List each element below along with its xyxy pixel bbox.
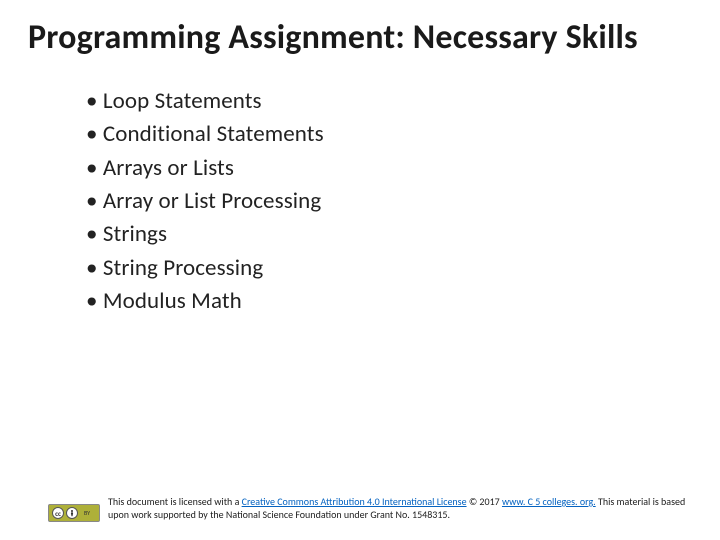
bullet-list: Loop Statements Conditional Statements A…: [86, 85, 692, 318]
cc-by-icon: [66, 507, 78, 519]
cc-badge-icon: cc BY: [48, 504, 100, 522]
footer: cc BY This document is licensed with a C…: [48, 495, 692, 522]
list-item: String Processing: [86, 252, 692, 285]
list-item: Array or List Processing: [86, 185, 692, 218]
list-item: Loop Statements: [86, 85, 692, 118]
site-link[interactable]: www. C 5 colleges. org.: [502, 495, 596, 508]
list-item: Conditional Statements: [86, 118, 692, 151]
license-link[interactable]: Creative Commons Attribution 4.0 Interna…: [242, 495, 467, 508]
cc-by-label: BY: [80, 506, 94, 520]
list-item: Arrays or Lists: [86, 152, 692, 185]
page-title: Programming Assignment: Necessary Skills: [28, 18, 692, 57]
footer-text: This document is licensed with a Creativ…: [108, 495, 692, 522]
list-item: Modulus Math: [86, 285, 692, 318]
list-item: Strings: [86, 218, 692, 251]
cc-logo-icon: cc: [52, 507, 64, 519]
footer-copyright: © 2017: [467, 495, 502, 508]
footer-prefix: This document is licensed with a: [108, 495, 242, 508]
slide: Programming Assignment: Necessary Skills…: [0, 0, 720, 540]
